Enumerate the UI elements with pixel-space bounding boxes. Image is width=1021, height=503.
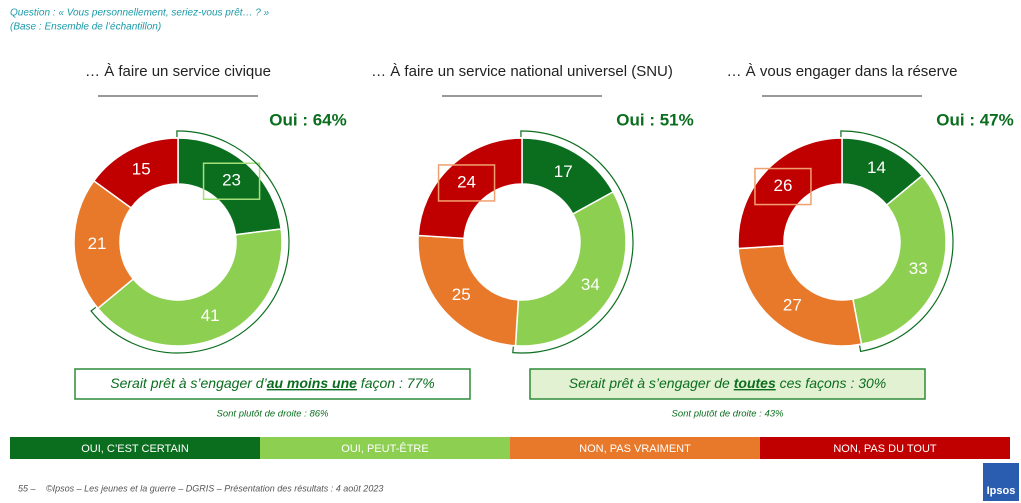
legend-label: NON, PAS VRAIMENT (579, 443, 691, 455)
legend-label: OUI, PEUT-ÊTRE (341, 442, 428, 455)
footer-text: ©Ipsos – Les jeunes et la guerre – DGRIS… (46, 483, 383, 493)
chart-title: … À vous engager dans la réserve (727, 63, 958, 80)
segment-label: 34 (581, 275, 600, 294)
summary-text: Serait prêt à s’engager de toutes ces fa… (569, 375, 887, 391)
base: (Base : Ensemble de l’échantillon) (10, 22, 161, 33)
oui-annotation: Oui : 51% (616, 110, 693, 129)
logo (983, 463, 1019, 501)
oui-bracket (512, 130, 634, 354)
segment-label: 27 (783, 295, 802, 314)
donut-segment (851, 174, 947, 346)
segment-label: 41 (201, 306, 220, 325)
highlight-box (754, 167, 812, 206)
summary-part: ces façons : 30% (776, 375, 887, 391)
donut-segment (417, 137, 523, 240)
question: Question : « Vous personnellement, serie… (10, 8, 270, 19)
legend-swatch (10, 437, 260, 459)
summary-part: toutes (734, 375, 776, 391)
chart-title: … À faire un service civique (85, 63, 271, 80)
donut-segment (96, 228, 283, 347)
segment-label: 21 (88, 234, 107, 253)
oui-bracket (90, 130, 290, 354)
summary-note: Sont plutôt de droite : 86% (217, 409, 330, 420)
summary-part: au moins une (267, 375, 357, 391)
legend-label: OUI, C’EST CERTAIN (81, 443, 189, 455)
legend-label: NON, PAS DU TOUT (833, 443, 937, 455)
logo-text: Ipsos (987, 485, 1016, 497)
segment-label: 14 (867, 158, 886, 177)
summary-part: Serait prêt à s’engager de (569, 375, 734, 391)
oui-annotation: Oui : 47% (936, 110, 1013, 129)
oui-bracket (840, 130, 954, 353)
segment-label: 25 (452, 285, 471, 304)
segment-label: 23 (222, 171, 241, 190)
summary-text: Serait prêt à s’engager d’au moins une f… (110, 375, 435, 391)
chart-title: … À faire un service national universel … (371, 63, 673, 80)
legend-swatch (260, 437, 510, 459)
segment-label: 33 (909, 259, 928, 278)
segment-label: 17 (554, 162, 573, 181)
summary-box (74, 368, 471, 400)
summary-part: Serait prêt à s’engager d’ (110, 375, 267, 391)
donut-segment (737, 137, 843, 250)
highlight-box (202, 162, 261, 200)
summary-note: Sont plutôt de droite : 43% (672, 409, 785, 420)
summary-part: façon : 77% (357, 375, 435, 391)
donut-segment (92, 137, 179, 209)
donut-segment (737, 244, 863, 347)
legend-swatch (510, 437, 760, 459)
highlight-box (437, 164, 496, 202)
page-number: 55 – (18, 483, 37, 493)
segment-label: 15 (132, 159, 151, 178)
legend-swatch (760, 437, 1010, 459)
oui-annotation: Oui : 64% (269, 110, 346, 129)
donut-segment (514, 190, 627, 347)
segment-label: 24 (457, 172, 476, 191)
donut-segment (417, 234, 520, 347)
summary-box (529, 368, 926, 400)
segment-label: 26 (773, 176, 792, 195)
